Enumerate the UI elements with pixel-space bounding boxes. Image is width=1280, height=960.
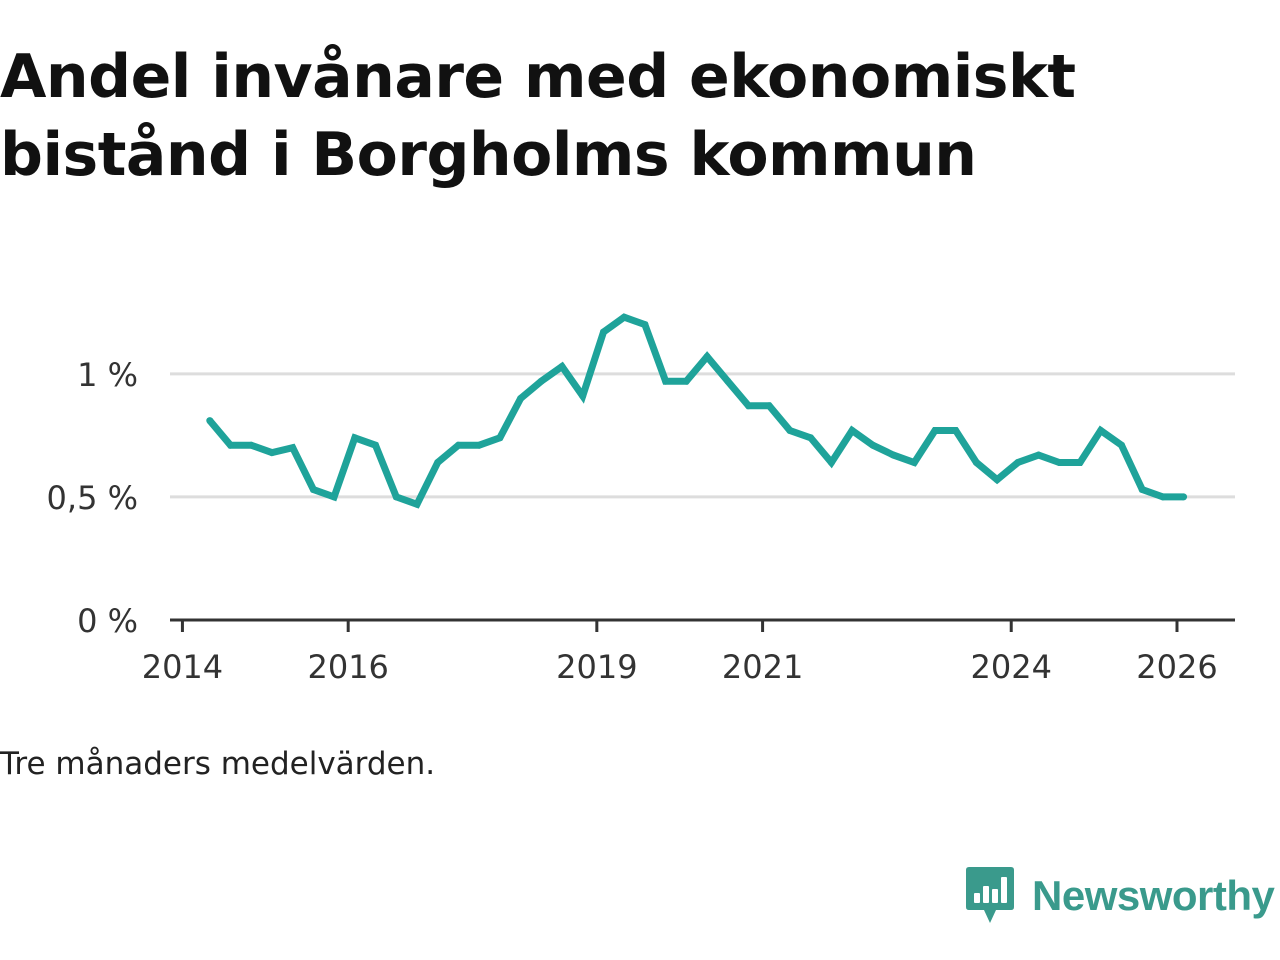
x-tick-label: 2024 — [971, 648, 1052, 686]
data-point — [848, 427, 856, 434]
data-point — [1055, 459, 1063, 466]
data-point — [1180, 493, 1188, 501]
data-point — [475, 441, 483, 449]
chart-footnote: Tre månaders medelvärden. — [0, 746, 436, 782]
data-point — [1097, 427, 1105, 434]
data-point — [869, 441, 877, 449]
data-point — [682, 377, 690, 385]
brand-name: Newsworthy — [1032, 872, 1275, 919]
y-tick-label: 0 % — [77, 602, 138, 640]
data-point — [807, 434, 815, 442]
x-tick-label: 2021 — [722, 648, 803, 686]
data-point — [268, 449, 276, 457]
data-point — [517, 395, 525, 402]
x-tick-label: 2019 — [556, 648, 637, 686]
data-point — [454, 441, 462, 449]
data-point — [372, 441, 379, 449]
x-tick-label: 2016 — [307, 648, 388, 686]
gridlines — [170, 372, 1235, 499]
data-point — [206, 417, 214, 425]
data-point — [827, 459, 835, 466]
data-point — [724, 377, 732, 385]
data-point — [765, 402, 773, 410]
data-point — [993, 476, 1001, 484]
data-point — [931, 427, 939, 434]
data-point — [1076, 459, 1084, 466]
data-point — [330, 493, 338, 501]
data-point — [641, 321, 649, 329]
x-axis — [170, 618, 1235, 632]
data-point — [1118, 441, 1125, 449]
data-point — [537, 377, 545, 385]
data-point — [247, 441, 255, 449]
chart-title: Andel invånare med ekonomiskt bistånd i … — [0, 42, 1076, 190]
y-axis-labels: 0 % 0,5 % 1 % — [47, 356, 138, 640]
data-points — [206, 313, 1188, 508]
data-point — [413, 500, 421, 508]
data-point — [600, 328, 607, 336]
data-point — [558, 363, 566, 370]
brand: Newsworthy — [964, 864, 1275, 928]
x-tick-label: 2014 — [142, 648, 223, 686]
y-tick-label: 0,5 % — [47, 479, 138, 517]
data-point — [952, 427, 960, 434]
x-axis-labels: 2014 2016 2019 2021 2024 2026 — [142, 648, 1218, 686]
data-point — [392, 493, 400, 501]
data-point — [745, 402, 752, 410]
data-point — [1159, 493, 1167, 501]
data-point — [662, 377, 670, 385]
data-point — [910, 459, 918, 466]
data-point — [1035, 451, 1043, 459]
data-point — [1138, 486, 1146, 493]
data-point — [620, 313, 628, 321]
data-point — [579, 392, 587, 400]
bar-chart-speech-bubble-icon — [966, 867, 1014, 923]
data-point — [351, 434, 359, 442]
x-tick-label: 2026 — [1136, 648, 1217, 686]
data-point — [434, 459, 442, 466]
data-point — [890, 451, 897, 459]
y-tick-label: 1 % — [77, 356, 138, 394]
data-point — [1014, 459, 1022, 466]
data-point — [309, 486, 317, 493]
data-point — [972, 459, 980, 466]
series-group — [207, 313, 1184, 509]
data-point — [786, 427, 794, 434]
data-point — [227, 441, 234, 449]
data-point — [703, 353, 711, 361]
data-point — [496, 434, 504, 442]
series-line-0 — [207, 313, 1184, 509]
data-point — [289, 444, 297, 452]
